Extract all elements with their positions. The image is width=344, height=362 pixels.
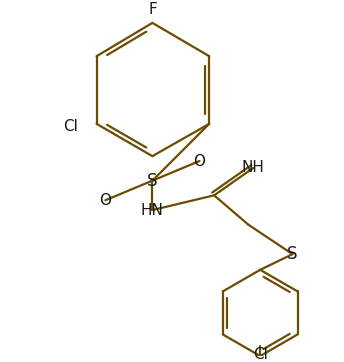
Text: S: S [287,245,298,263]
Text: F: F [148,2,157,17]
Text: Cl: Cl [63,119,77,134]
Text: O: O [99,193,111,208]
Text: O: O [193,153,205,169]
Text: HN: HN [141,203,164,218]
Text: NH: NH [242,160,265,176]
Text: Cl: Cl [253,346,268,362]
Text: S: S [147,172,158,190]
